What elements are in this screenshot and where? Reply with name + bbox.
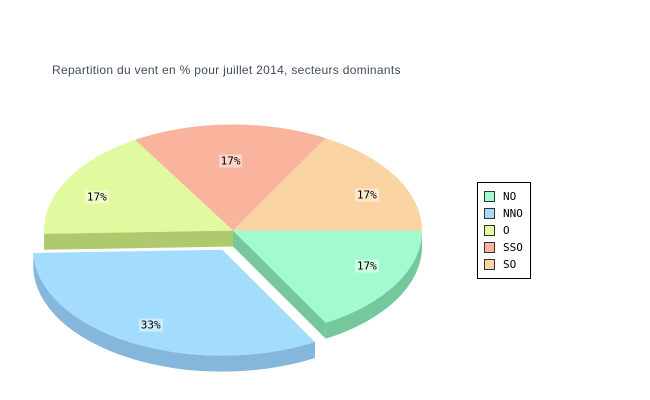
legend-item-SSO: SSO [484, 242, 526, 253]
chart-title: Repartition du vent en % pour juillet 20… [52, 63, 401, 77]
pie-slice-O [44, 139, 233, 234]
legend-swatch-NNO [484, 208, 495, 219]
legend-label: NO [503, 190, 517, 203]
legend-label: SO [503, 258, 517, 271]
legend-swatch-SSO [484, 242, 495, 253]
legend-item-NNO: NNO [484, 208, 526, 219]
pie-slice-cut-side-O [44, 230, 233, 250]
pie-slice-rim-NO [325, 230, 422, 339]
slice-label-NO: 17% [354, 259, 379, 273]
legend-label: SSO [503, 241, 523, 254]
pie-slice-rim-NNO [33, 253, 316, 372]
legend-item-SO: SO [484, 259, 526, 270]
slice-label-SSO: 17% [218, 154, 243, 167]
pie-slice-cut-side-NO [233, 230, 326, 339]
legend-item-O: O [484, 225, 526, 236]
slice-label-O: 17% [84, 190, 109, 204]
slice-label-NNO: 33% [138, 318, 163, 332]
legend-swatch-O [484, 225, 495, 236]
legend-item-NO: NO [484, 191, 526, 202]
slice-label-SO: 17% [354, 188, 379, 202]
pie-slice-NO [233, 230, 422, 323]
pie-slice-SSO [135, 124, 326, 231]
pie-slice-SO [233, 138, 422, 231]
legend-swatch-SO [484, 259, 495, 270]
legend-swatch-NO [484, 191, 495, 202]
legend-label: NNO [503, 207, 523, 220]
pie-slice-NNO [33, 249, 316, 356]
chart-legend: NO NNO O SSO SO [477, 182, 531, 279]
legend-label: O [503, 224, 510, 237]
